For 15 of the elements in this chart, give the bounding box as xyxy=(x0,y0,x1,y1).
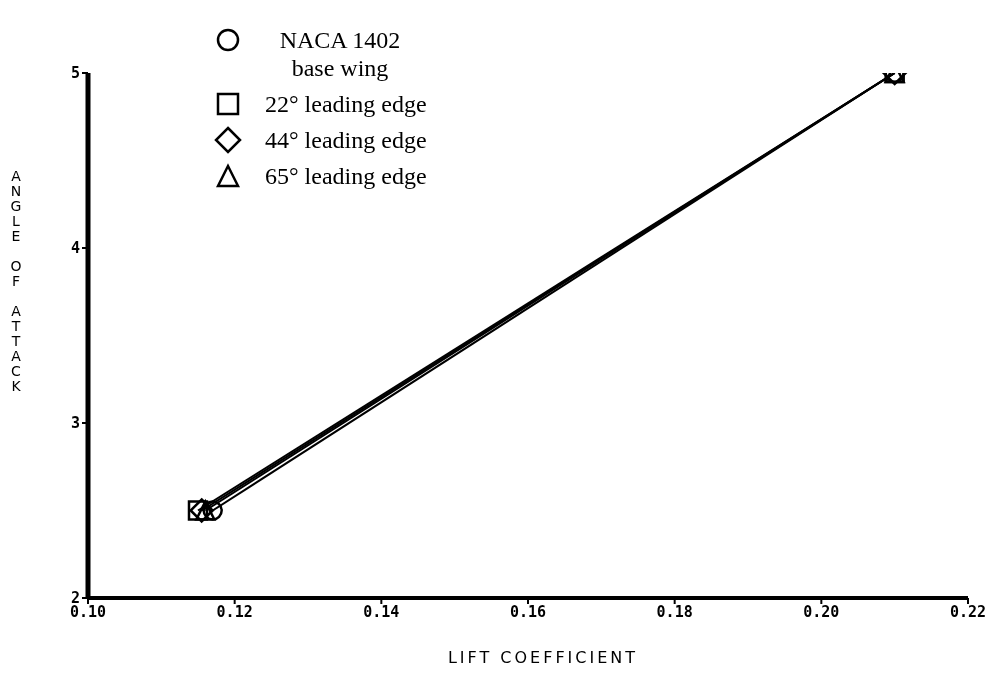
x-tick-label: 0.16 xyxy=(509,602,547,621)
x-tick-label: 0.20 xyxy=(803,602,840,621)
x-tick-label: 0.22 xyxy=(949,602,987,621)
legend-label: 44° leading edge xyxy=(265,126,427,154)
x-tick-label: 0.18 xyxy=(656,602,693,621)
legend-label: 65° leading edge xyxy=(265,162,427,190)
y-tick-label: 5 xyxy=(70,64,80,83)
legend-label: 22° leading edge xyxy=(265,90,427,118)
legend-label: NACA 1402 base wing xyxy=(278,26,402,82)
x-tick-label: 0.12 xyxy=(216,602,253,621)
y-tick-label: 3 xyxy=(70,414,80,433)
y-tick-label: 4 xyxy=(70,239,80,258)
y-axis-title: ANGLE OF ATTACK xyxy=(8,168,24,395)
x-tick-label: 0.14 xyxy=(363,602,400,621)
x-axis-title: LIFT COEFFICIENT xyxy=(446,648,640,667)
